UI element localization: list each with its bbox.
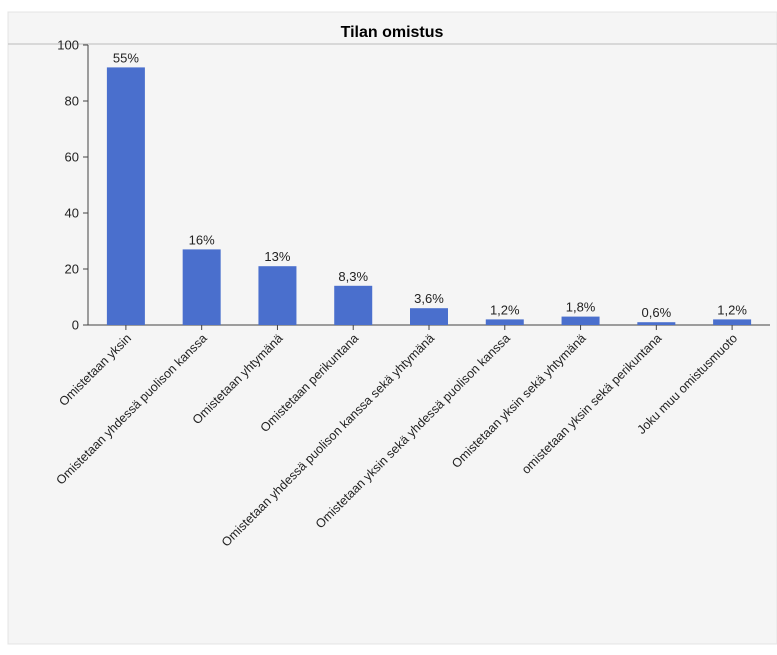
bar	[258, 266, 297, 325]
y-tick-label: 80	[65, 94, 79, 109]
data-label: 8,3%	[338, 269, 368, 284]
y-tick-label: 0	[72, 318, 79, 333]
y-tick-label: 100	[57, 38, 79, 53]
data-label: 1,8%	[566, 300, 596, 315]
data-label: 1,2%	[490, 302, 520, 317]
data-label: 1,2%	[717, 302, 747, 317]
data-label: 3,6%	[414, 291, 444, 306]
bar	[334, 285, 373, 325]
data-label: 16%	[189, 232, 215, 247]
bar	[485, 319, 524, 325]
y-tick-label: 20	[65, 262, 79, 277]
bar	[713, 319, 752, 325]
bar	[561, 316, 600, 325]
bar	[182, 249, 221, 325]
bar	[410, 308, 448, 325]
data-label: 55%	[113, 50, 139, 65]
bars-layer	[106, 67, 752, 326]
data-label: 13%	[264, 249, 290, 264]
bar	[637, 322, 676, 325]
bar	[106, 67, 145, 326]
chart-title: Tilan omistus	[341, 24, 444, 41]
y-tick-label: 40	[65, 206, 79, 221]
data-label: 0,6%	[642, 305, 672, 320]
y-tick-label: 60	[65, 150, 79, 165]
